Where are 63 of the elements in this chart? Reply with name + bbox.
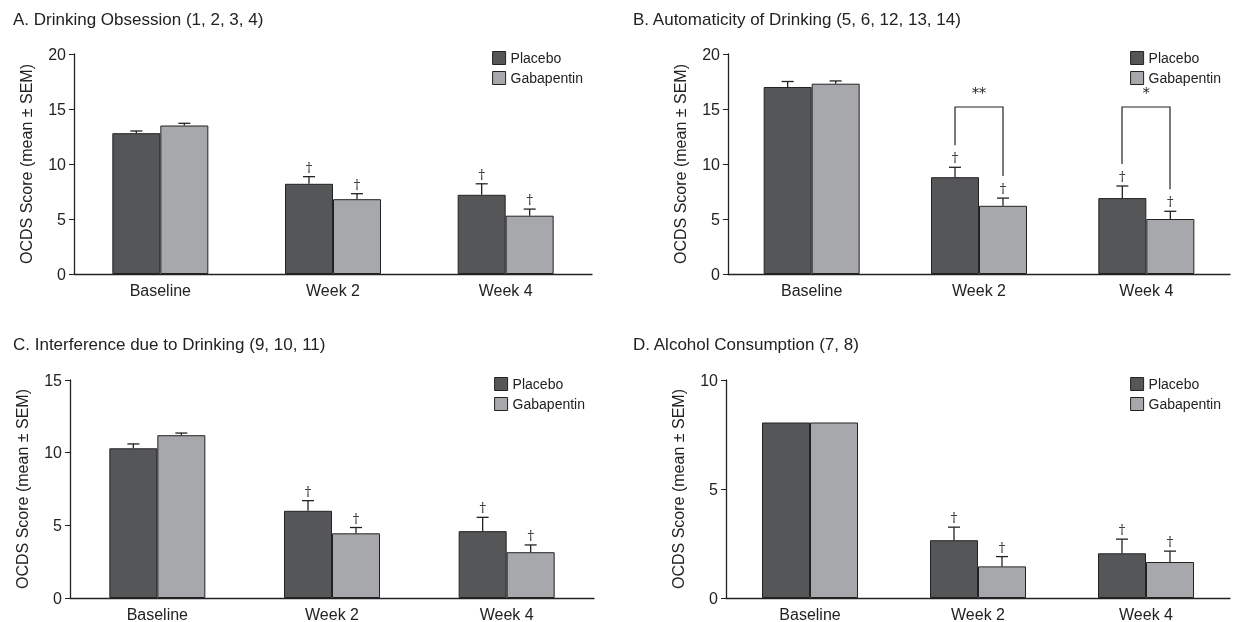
legend-label: Placebo: [512, 376, 564, 392]
legend-label: Placebo: [1148, 50, 1200, 66]
x-tick-label: Week 2: [306, 281, 361, 299]
data-label: †: [352, 510, 360, 526]
y-tick-label: 5: [53, 516, 63, 534]
y-tick-label: 0: [711, 265, 721, 283]
data-label: †: [305, 159, 313, 175]
data-label: †: [1118, 522, 1126, 538]
x-tick-label: Week 4: [479, 605, 534, 622]
annotation: *: [1142, 85, 1150, 101]
y-tick-label: 15: [44, 371, 63, 389]
x-tick-label: Week 2: [305, 605, 360, 622]
x-tick-label: Baseline: [126, 605, 189, 622]
chart-title: B. Automaticity of Drinking (5, 6, 12, 13, 14): [633, 10, 961, 29]
data-label: †: [478, 166, 486, 182]
y-tick-label: 0: [53, 589, 63, 607]
y-tick-label: 0: [57, 265, 67, 283]
y-tick-label: 10: [702, 155, 721, 173]
y-tick-label: 20: [48, 45, 67, 63]
data-label: †: [304, 483, 312, 499]
legend-label: Placebo: [510, 50, 562, 66]
y-tick-label: 10: [48, 155, 67, 173]
legend-label: Gabapentin: [1148, 396, 1222, 412]
data-label: †: [998, 539, 1006, 555]
x-tick-label: Baseline: [129, 281, 192, 299]
y-tick-label: 0: [709, 589, 719, 607]
y-tick-label: 10: [700, 371, 719, 389]
y-tick-label: 10: [44, 444, 63, 462]
y-axis-title: OCDS Score (mean ± SEM): [13, 389, 31, 589]
chart-title: A. Drinking Obsession (1, 2, 3, 4): [13, 10, 264, 29]
annotation: **: [972, 85, 986, 101]
data-label: †: [999, 181, 1007, 197]
data-label: †: [1166, 534, 1174, 550]
y-axis-title: OCDS Score (mean ± SEM): [669, 389, 687, 589]
data-label: †: [479, 500, 487, 516]
y-tick-label: 15: [702, 100, 721, 118]
y-axis-title: OCDS Score (mean ± SEM): [671, 64, 689, 264]
data-label: †: [950, 510, 958, 526]
data-label: †: [1119, 169, 1127, 184]
x-tick-label: Week 4: [1119, 281, 1174, 299]
y-tick-label: 5: [709, 480, 719, 498]
y-tick-label: 5: [57, 210, 67, 228]
data-label: †: [527, 527, 535, 543]
data-label: †: [526, 192, 534, 208]
y-tick-label: 15: [48, 100, 67, 118]
x-tick-label: Week 4: [478, 281, 533, 299]
chart-title: C. Interference due to Drinking (9, 10, 11): [13, 335, 326, 354]
data-label: †: [951, 150, 959, 166]
legend-label: Gabapentin: [1148, 70, 1222, 86]
x-tick-label: Baseline: [779, 605, 841, 622]
y-axis-title: OCDS Score (mean ± SEM): [17, 64, 35, 264]
x-tick-label: Week 2: [951, 605, 1006, 622]
y-tick-label: 5: [711, 210, 721, 228]
x-tick-label: Baseline: [780, 281, 843, 299]
y-tick-label: 20: [702, 45, 721, 63]
data-label: †: [1167, 194, 1175, 210]
x-tick-label: Week 4: [1119, 605, 1174, 622]
legend-label: Gabapentin: [512, 396, 586, 412]
data-label: †: [353, 176, 361, 192]
chart-title: D. Alcohol Consumption (7, 8): [633, 335, 859, 354]
x-tick-label: Week 2: [952, 281, 1007, 299]
legend-label: Placebo: [1148, 376, 1200, 392]
legend-label: Gabapentin: [510, 70, 584, 86]
